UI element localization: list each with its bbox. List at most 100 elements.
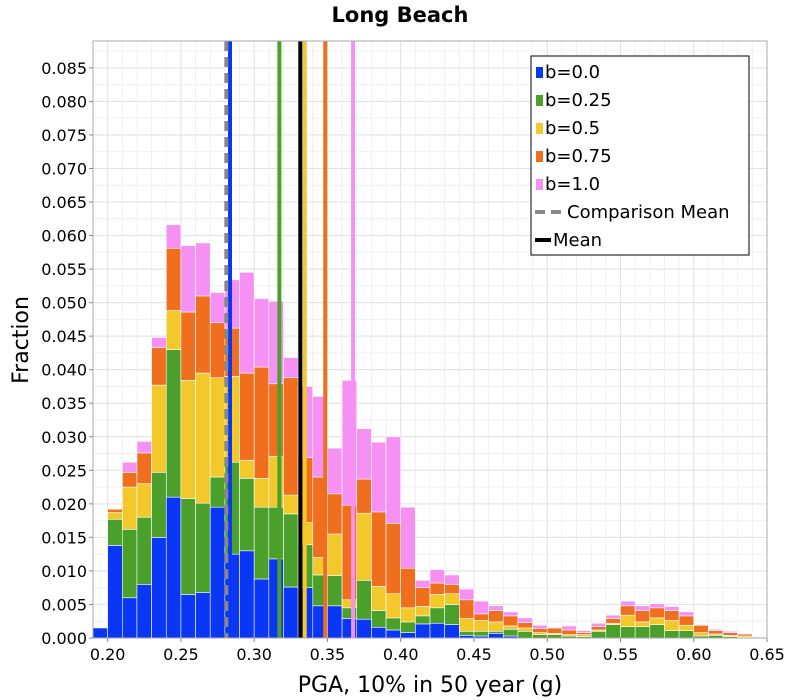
bar-segment (459, 588, 475, 601)
bar-segment (488, 621, 504, 632)
bar-segment (634, 610, 651, 623)
bar-segment (253, 478, 270, 508)
bar-segment (283, 586, 299, 639)
legend-label: Comparison Mean (567, 202, 730, 223)
bar-segment (327, 447, 343, 495)
x-tick-label: 0.50 (529, 645, 565, 664)
x-tick-label: 0.55 (603, 645, 639, 664)
bar-segment (356, 512, 372, 581)
bar-segment (239, 459, 255, 479)
bar-segment (400, 607, 416, 623)
y-tick-label: 0.080 (41, 92, 87, 111)
bar-segment (620, 626, 636, 639)
bar-segment (371, 626, 387, 639)
bar-segment (532, 632, 548, 635)
bar-segment (561, 629, 577, 635)
bar-segment (122, 529, 138, 599)
bar-segment (634, 626, 651, 639)
bar-segment (107, 545, 123, 639)
bar-segment (415, 615, 431, 625)
bar-segment (415, 606, 431, 617)
bar-segment (136, 584, 152, 639)
bar-segment (678, 630, 695, 639)
y-tick-label: 0.055 (41, 260, 87, 279)
bar-segment (488, 605, 504, 611)
bar-segment (590, 626, 607, 631)
bar-segment (371, 610, 387, 628)
bar-segment (576, 632, 592, 635)
bar-segment (209, 476, 226, 508)
x-tick-label: 0.25 (163, 645, 199, 664)
x-tick-label: 0.30 (236, 645, 272, 664)
bar-segment (502, 615, 519, 627)
bar-segment (253, 506, 270, 580)
x-tick-label: 0.40 (383, 645, 419, 664)
bar-segment (136, 516, 152, 585)
y-tick-label: 0.030 (41, 428, 87, 447)
y-tick-label: 0.065 (41, 193, 87, 212)
bar-segment (693, 624, 709, 626)
bar-segment (649, 607, 665, 619)
bar-segment (136, 483, 152, 518)
bar-segment (444, 574, 460, 585)
bar-segment (415, 580, 431, 588)
bar-segment (444, 624, 460, 639)
bar-segment (473, 613, 489, 621)
bar-segment (151, 472, 167, 538)
y-tick-label: 0.000 (41, 629, 87, 648)
bar-segment (459, 599, 475, 619)
bar-segment (620, 605, 636, 616)
bar-segment (107, 518, 123, 546)
bar-segment (546, 626, 563, 629)
bar-segment (532, 634, 548, 639)
bar-segment (283, 377, 299, 496)
y-tick-label: 0.060 (41, 227, 87, 246)
bar-segment (590, 630, 607, 639)
bar-segment (737, 633, 753, 637)
bar-segment (634, 605, 651, 611)
legend-swatch (536, 67, 543, 78)
bar-segment (151, 337, 167, 348)
bar-segment (664, 606, 680, 611)
bar-segment (752, 635, 768, 637)
bar-segment (459, 630, 475, 636)
bar-segment (488, 633, 504, 639)
y-tick-label: 0.010 (41, 562, 87, 581)
x-tick-label: 0.45 (456, 645, 492, 664)
bar-segment (253, 366, 270, 479)
bar-segment (488, 630, 504, 634)
bar-segment (400, 567, 416, 609)
legend-swatch (536, 95, 543, 106)
y-tick-label: 0.015 (41, 528, 87, 547)
bar-segment (517, 630, 533, 639)
bar-segment (371, 511, 387, 587)
legend-label: b=0.25 (545, 90, 612, 111)
bar-segment (473, 600, 489, 615)
legend-swatch (536, 151, 543, 162)
bar-segment (385, 522, 401, 595)
legend-label: Mean (553, 230, 602, 251)
bar-segment (283, 494, 299, 515)
bar-segment (722, 630, 738, 633)
bar-segment (180, 311, 196, 381)
bar-segment (532, 628, 548, 633)
x-tick-label: 0.35 (310, 645, 346, 664)
bar-segment (253, 578, 270, 639)
bar-segment (415, 587, 431, 607)
bar-segment (532, 624, 548, 629)
bar-segment (664, 620, 680, 631)
bar-segment (151, 537, 167, 639)
bar-segment (444, 584, 460, 595)
bar-segment (239, 272, 255, 374)
y-tick-label: 0.020 (41, 495, 87, 514)
bar-segment (546, 634, 563, 639)
bar-segment (165, 247, 182, 311)
bar-segment (371, 441, 387, 513)
bar-segment (209, 322, 226, 379)
bar-segment (576, 634, 592, 637)
bar-segment (195, 502, 211, 593)
bar-segment (209, 377, 226, 478)
bar-segment (136, 441, 152, 454)
bar-segment (195, 592, 211, 639)
bar-segment (664, 610, 680, 621)
